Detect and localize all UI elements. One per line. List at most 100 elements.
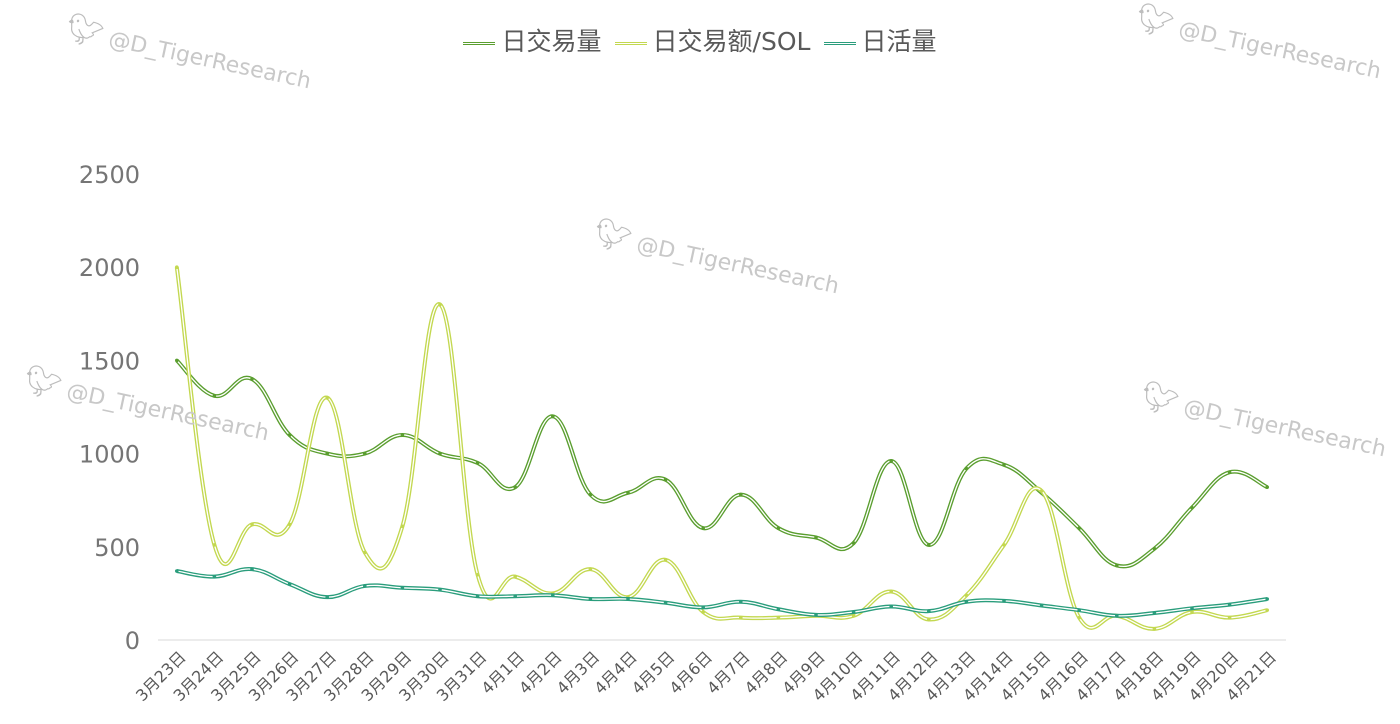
legend-item-active: 日活量 [823, 22, 937, 58]
y-tick-label: 0 [125, 627, 140, 655]
data-point [776, 607, 781, 612]
data-point [250, 567, 254, 571]
legend-item-volume: 日交易量 [463, 22, 601, 58]
data-point [1077, 608, 1081, 612]
series-line-inner [176, 568, 1268, 617]
series-group [174, 265, 1269, 631]
data-point [325, 395, 330, 400]
twitter-bird-icon: 🐦︎ [20, 362, 66, 405]
data-point [964, 593, 969, 598]
data-point [551, 593, 555, 598]
data-point [1002, 543, 1006, 547]
data-point [400, 433, 405, 437]
y-tick-label: 2000 [79, 254, 140, 282]
data-point [739, 599, 743, 604]
data-point [212, 543, 217, 547]
data-point [701, 610, 705, 614]
data-point [325, 451, 330, 456]
series-line-stroke [176, 567, 1268, 618]
legend: 日交易量 日交易额/SOL 日活量 [0, 22, 1400, 58]
y-axis: 0 500 1000 1500 2000 2500 [79, 161, 140, 655]
data-point [175, 265, 179, 270]
data-point [927, 617, 931, 622]
y-tick-label: 500 [94, 534, 140, 562]
series-line-inner [176, 359, 1268, 568]
twitter-bird-icon: 🐦︎ [62, 10, 108, 53]
data-point [1265, 597, 1269, 601]
data-point [1152, 627, 1157, 631]
data-point [175, 569, 179, 573]
data-point [1152, 546, 1157, 551]
y-tick-label: 1000 [79, 441, 140, 469]
data-point [475, 572, 480, 577]
legend-swatch-amount [614, 41, 647, 45]
legend-label-active: 日活量 [861, 27, 937, 56]
data-point [814, 535, 818, 540]
data-point [739, 615, 743, 620]
data-point [701, 605, 705, 610]
data-point [851, 613, 856, 618]
data-point [588, 492, 593, 497]
data-point [1077, 526, 1081, 530]
data-point [588, 567, 593, 571]
data-point [1190, 606, 1194, 611]
data-point [1227, 615, 1232, 620]
data-point [363, 550, 367, 555]
data-point [513, 594, 517, 598]
data-point [250, 522, 254, 527]
data-point [287, 433, 292, 437]
data-point [851, 541, 856, 545]
legend-swatch-active [823, 41, 856, 45]
legend-item-amount: 日交易额/SOL [614, 22, 810, 58]
data-point [889, 459, 893, 463]
data-point [1190, 610, 1194, 614]
data-point [663, 600, 668, 605]
data-point [513, 485, 517, 489]
data-point [475, 461, 480, 465]
data-point [1227, 602, 1232, 607]
data-point [212, 394, 217, 398]
legend-label-volume: 日交易量 [501, 27, 602, 56]
data-point [438, 451, 442, 456]
data-point [701, 526, 705, 530]
data-point [551, 414, 555, 419]
data-point [663, 477, 668, 482]
data-point [287, 582, 292, 586]
data-point [325, 595, 330, 599]
data-point [626, 490, 630, 495]
data-point [927, 609, 931, 613]
data-point [212, 574, 217, 579]
data-point [1265, 485, 1269, 489]
data-point [513, 574, 517, 579]
data-point [927, 543, 931, 547]
data-point [438, 302, 442, 307]
data-point [400, 524, 405, 529]
data-point [1265, 608, 1269, 612]
legend-swatch-volume [463, 41, 496, 45]
twitter-bird-icon: 🐦︎ [590, 215, 636, 258]
data-point [1039, 603, 1044, 608]
twitter-bird-icon: 🐦︎ [1137, 378, 1183, 421]
data-point [1002, 599, 1006, 603]
data-point [851, 610, 856, 614]
data-point [964, 599, 969, 604]
data-point [1115, 613, 1119, 618]
data-point [663, 558, 668, 562]
data-point [889, 604, 893, 609]
data-point [438, 587, 442, 592]
y-tick-label: 2500 [79, 161, 140, 189]
data-point [287, 522, 292, 527]
data-point [175, 358, 179, 363]
data-point [1115, 563, 1119, 568]
data-point [1002, 462, 1006, 467]
data-point [739, 492, 743, 497]
data-point [1077, 615, 1081, 620]
data-point [1190, 505, 1194, 510]
data-point [776, 526, 781, 530]
x-axis: 3月23日3月24日3月25日3月26日3月27日3月28日3月29日3月30日… [132, 647, 1280, 705]
data-point [964, 466, 969, 471]
data-point [776, 615, 781, 620]
data-point [363, 451, 367, 456]
data-point [1039, 489, 1044, 493]
